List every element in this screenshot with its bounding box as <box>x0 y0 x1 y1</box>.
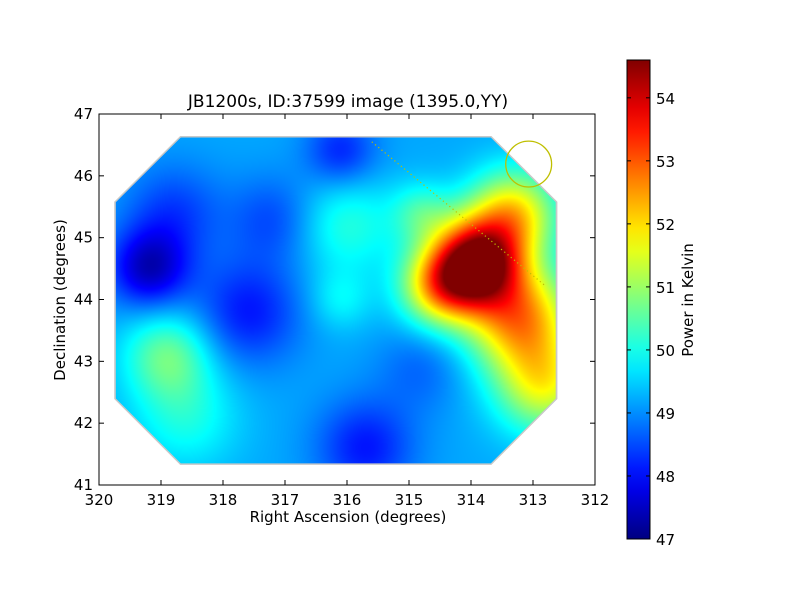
colorbar-tick-label: 51 <box>656 279 675 297</box>
colorbar-tick-label: 53 <box>656 153 675 171</box>
y-tick-label: 47 <box>74 105 93 123</box>
heatmap-area <box>114 136 558 465</box>
y-tick-label: 42 <box>74 414 93 432</box>
colorbar-tick-label: 52 <box>656 216 675 234</box>
x-axis-label: Right Ascension (degrees) <box>250 508 447 526</box>
chart-title: JB1200s, ID:37599 image (1395.0,YY) <box>187 92 508 112</box>
colorbar-tick-label: 47 <box>656 531 675 549</box>
x-tick-label: 317 <box>271 491 300 509</box>
heatmap-image <box>115 137 556 464</box>
x-tick-label: 320 <box>85 491 114 509</box>
colorbar-gradient <box>626 59 651 540</box>
x-tick-label: 313 <box>519 491 548 509</box>
colorbar: 47 48 49 50 51 52 53 54 Power in Kelvin <box>626 59 697 549</box>
x-tick-label: 312 <box>581 491 610 509</box>
y-tick-label: 43 <box>74 352 93 370</box>
x-tick-label: 314 <box>457 491 486 509</box>
y-tick-label: 45 <box>74 229 93 247</box>
x-axis: 320 319 318 317 316 315 314 313 312 <box>85 114 610 509</box>
y-axis-label: Declination (degrees) <box>51 219 69 381</box>
beam-circle <box>505 140 553 188</box>
y-tick-label: 44 <box>74 291 93 309</box>
x-tick-label: 315 <box>395 491 424 509</box>
annotations <box>371 140 553 287</box>
y-tick-label: 46 <box>74 167 93 185</box>
colorbar-tick-label: 48 <box>656 468 675 486</box>
colorbar-tick-label: 50 <box>656 342 675 360</box>
colorbar-ticks: 47 48 49 50 51 52 53 54 <box>627 90 675 549</box>
colorbar-tick-label: 49 <box>656 405 675 423</box>
x-tick-label: 318 <box>209 491 238 509</box>
y-tick-label: 41 <box>74 476 93 494</box>
x-tick-label: 319 <box>147 491 176 509</box>
x-tick-label: 316 <box>333 491 362 509</box>
y-axis: 41 42 43 44 45 46 47 <box>74 105 595 494</box>
colorbar-label: Power in Kelvin <box>679 243 697 357</box>
colorbar-tick-label: 54 <box>656 90 675 108</box>
